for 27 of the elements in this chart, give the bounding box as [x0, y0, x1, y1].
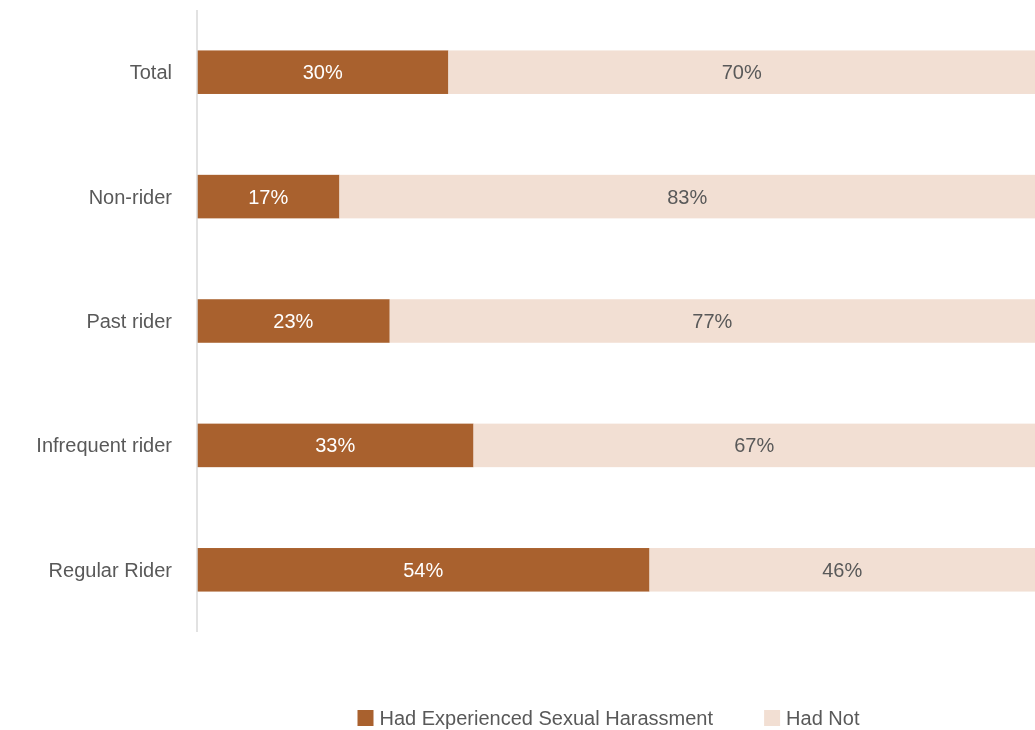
data-label: 67%: [734, 434, 775, 457]
data-label: 77%: [692, 310, 733, 332]
data-label: 83%: [667, 185, 708, 208]
y-tick-label: Total: [129, 61, 172, 84]
data-label: 54%: [403, 558, 444, 581]
data-label: 23%: [273, 310, 314, 332]
y-tick-label: Infrequent rider: [36, 434, 173, 457]
data-label: 46%: [822, 558, 863, 581]
bar: [197, 548, 650, 592]
bar: [473, 423, 1035, 468]
data-label: 70%: [721, 61, 762, 84]
bar: [197, 50, 449, 94]
y-tick-label: Past rider: [86, 310, 173, 332]
data-label: 33%: [315, 434, 356, 457]
bar: [649, 548, 1035, 592]
legend-label: Had Experienced Sexual Harassment: [379, 707, 714, 729]
data-label: 30%: [302, 61, 343, 84]
bar: [339, 174, 1035, 219]
data-label: 17%: [248, 185, 289, 208]
y-tick-label: Non-rider: [88, 185, 173, 208]
bar: [448, 50, 1035, 94]
y-tick-label: Regular Rider: [48, 558, 173, 581]
bar: [197, 299, 390, 343]
bar: [389, 299, 1035, 343]
bar: [197, 423, 474, 468]
bar: [197, 174, 340, 219]
legend-label: Had Not: [786, 707, 860, 729]
